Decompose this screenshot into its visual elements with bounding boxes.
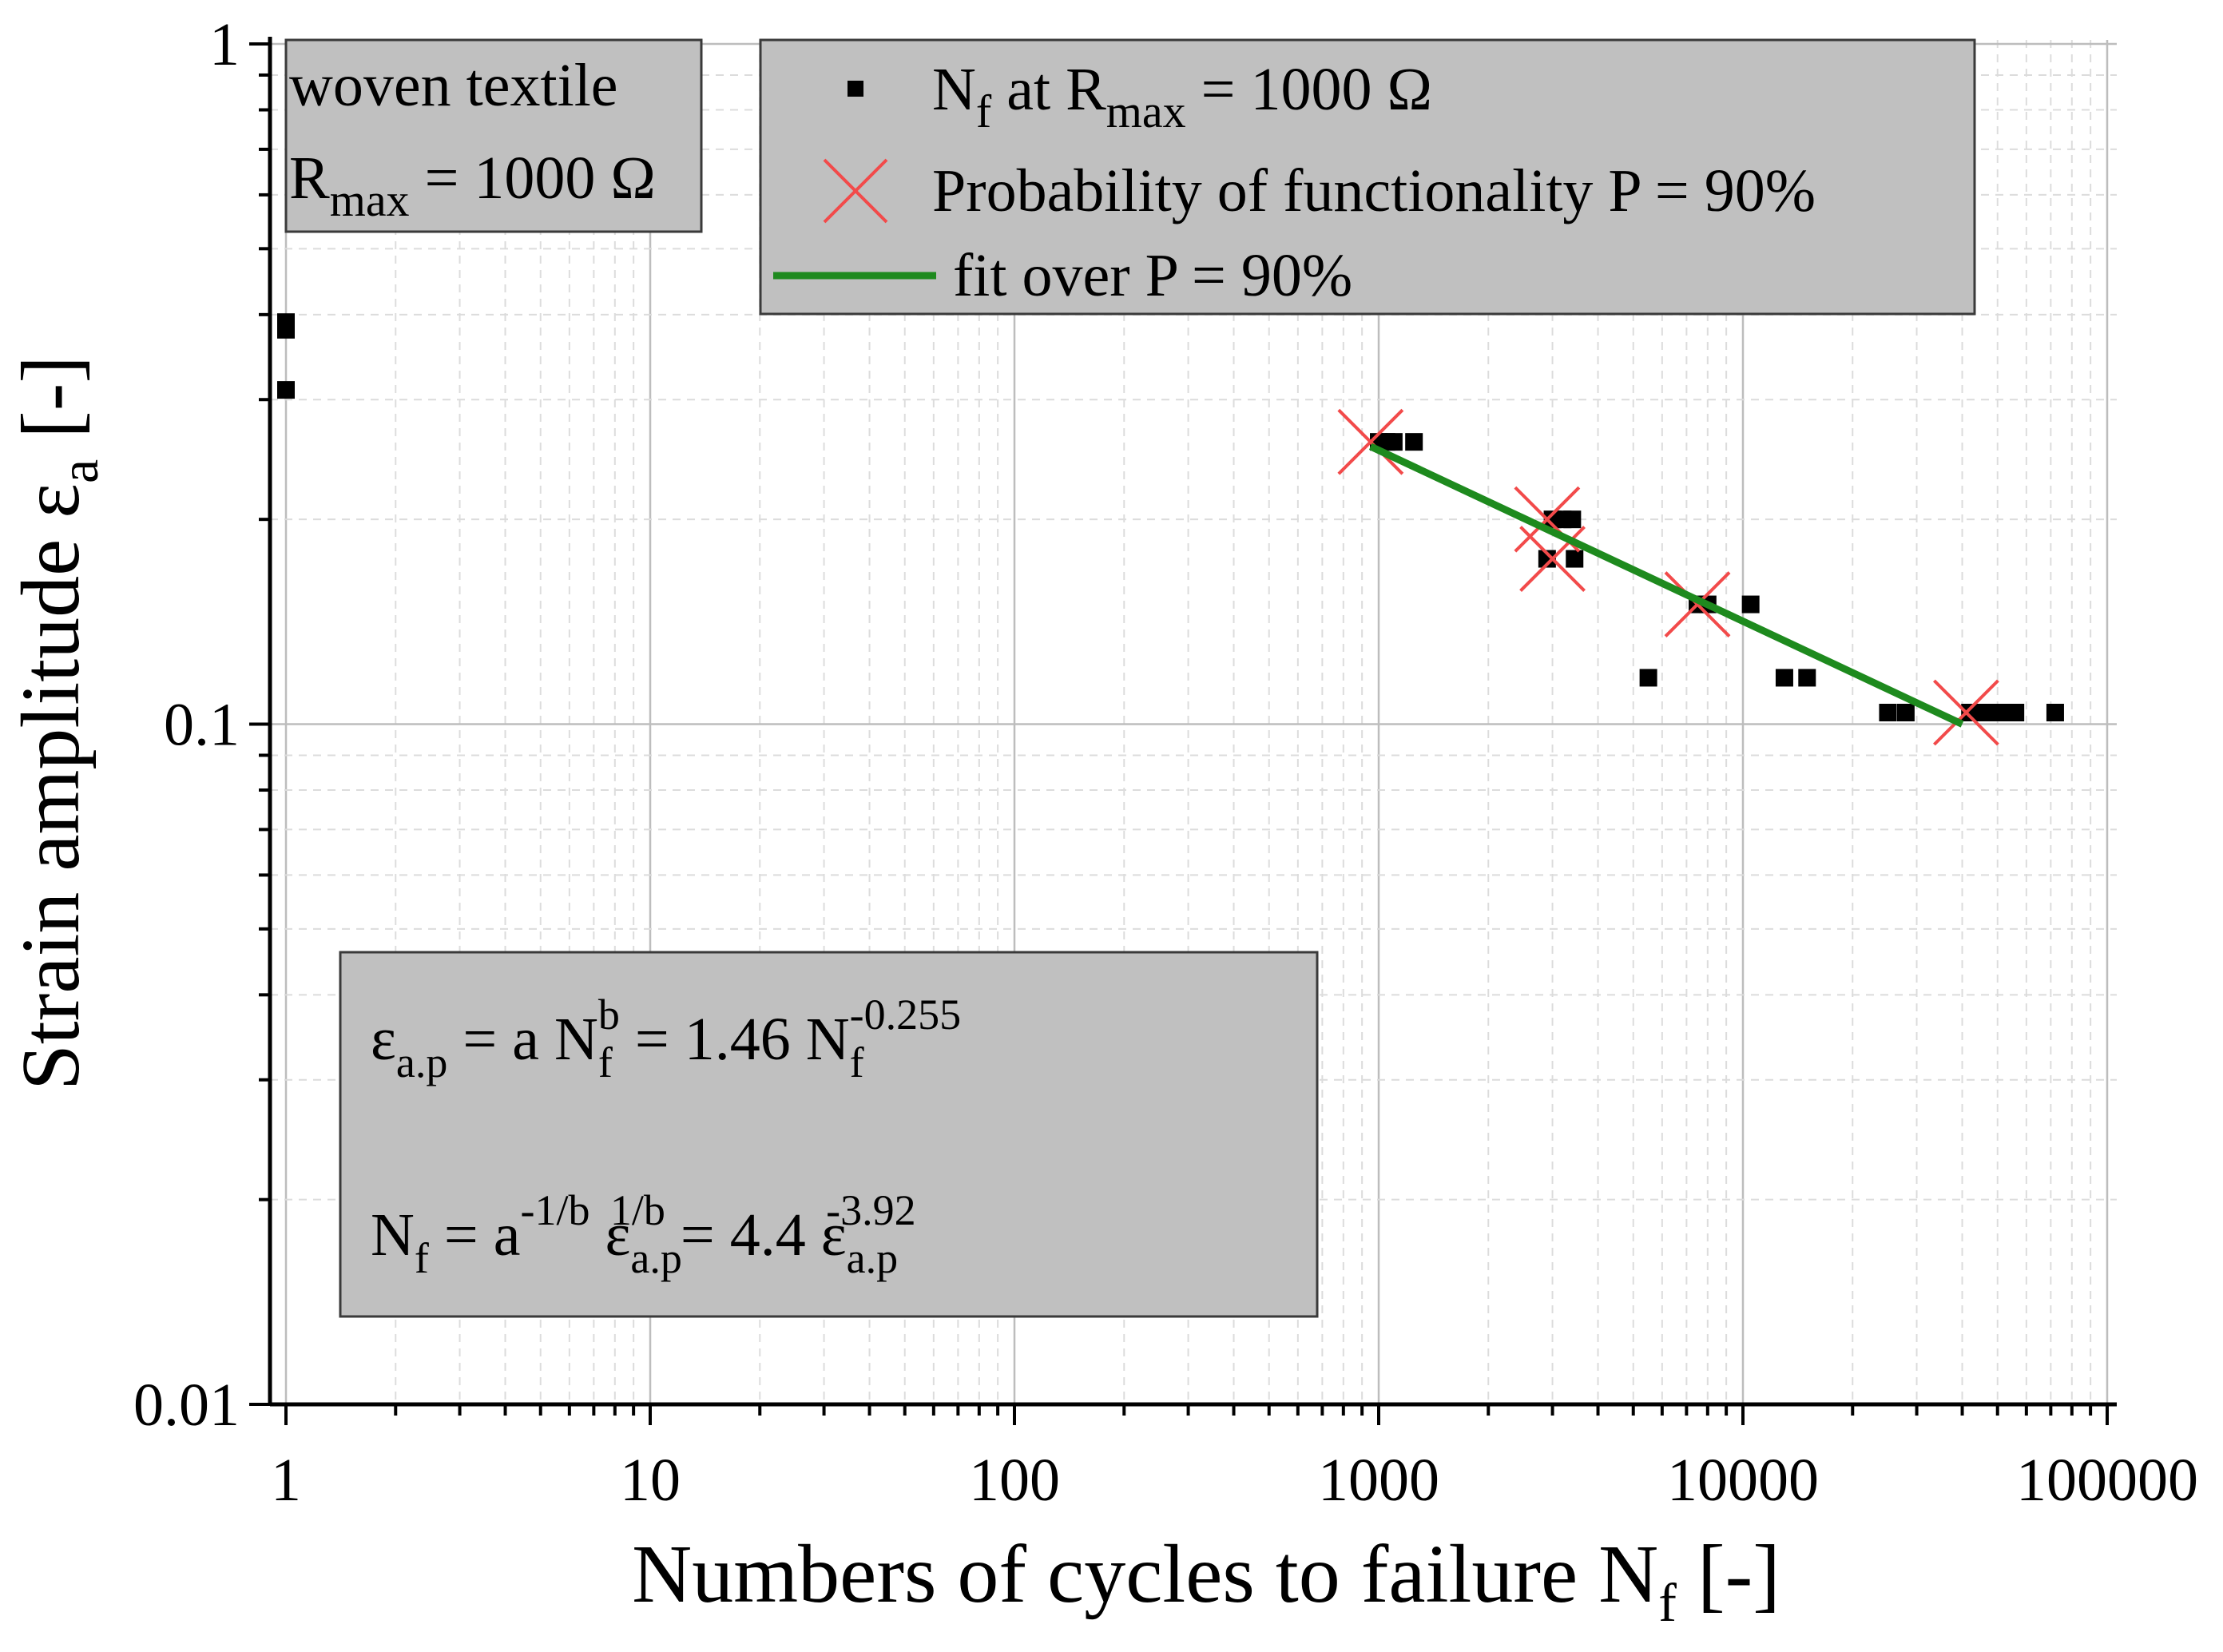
data-point-square — [1775, 669, 1793, 687]
data-point-square — [1798, 669, 1816, 687]
equation-1: εa.p = a Nfb = 1.46 Nf-0.255 — [371, 991, 961, 1086]
eq2-sup3: -3.92 — [826, 1186, 915, 1234]
legend-entry-1: Nf at Rmax = 1000 Ω — [932, 56, 1432, 137]
x-tick-label: 10 — [620, 1447, 681, 1514]
legend: Nf at Rmax = 1000 Ω Probability of funct… — [759, 38, 1976, 316]
textile-r-sub: max — [330, 174, 410, 226]
data-point-square — [1741, 595, 1760, 614]
eq2-sub3: a.p — [847, 1234, 898, 1282]
eq1-sup1: b — [598, 991, 620, 1038]
y-tick-label: 1 — [209, 11, 240, 78]
y-tick-label: 0.1 — [164, 692, 240, 759]
y-axis-title: Strain amplitude εa [-] — [5, 355, 109, 1090]
data-point-x — [1664, 571, 1731, 637]
data-point-square — [1879, 703, 1897, 721]
x-tick-label: 100 — [969, 1447, 1060, 1514]
textile-r-rest: = 1000 Ω — [410, 145, 656, 212]
legend-entry-1-f: f — [976, 85, 992, 137]
data-point-x — [1337, 408, 1404, 475]
legend-entry-1-at-r: at R — [991, 56, 1106, 123]
eq1-lhs: ε — [371, 1006, 396, 1073]
eq2-mid2: ε — [589, 1201, 630, 1269]
legend-entry-1-n: N — [932, 56, 976, 123]
tick-labels: 1 10 100 1000 10000 100000 0.01 0.1 1 — [133, 11, 2198, 1514]
equation-2: Nf = a-1/b εa.p1/b = 4.4 εa.p-3.92 — [371, 1186, 916, 1282]
eq2-mid1: = a — [429, 1201, 521, 1269]
legend-entry-2: Probability of functionality P = 90% — [932, 157, 1816, 224]
legend-entry-1-max: max — [1106, 85, 1186, 137]
data-marks — [277, 313, 2064, 746]
data-point-square — [1405, 433, 1423, 451]
textile-line-1: woven textile — [289, 52, 618, 119]
textile-r-main: R — [289, 145, 330, 212]
eq2-mid3: = 4.4 ε — [665, 1201, 847, 1269]
x-tick-label: 1 — [271, 1447, 301, 1514]
data-point-square — [1538, 550, 1556, 568]
eq1-mid2: = 1.46 N — [620, 1006, 850, 1073]
x-tick-label: 10000 — [1667, 1447, 1819, 1514]
equation-box-background — [339, 951, 1319, 1318]
eq2-sup2: 1/b — [610, 1186, 665, 1234]
eq2-sub2: a.p — [630, 1234, 681, 1282]
data-point-square — [2007, 703, 2025, 721]
data-point-square — [1384, 433, 1403, 451]
y-tick-label: 0.01 — [133, 1372, 240, 1439]
textile-info-box: woven textile Rmax = 1000 Ω — [284, 38, 703, 233]
data-point-square — [1896, 703, 1915, 721]
equation-box: εa.p = a Nfb = 1.46 Nf-0.255 Nf = a-1/b … — [339, 951, 1319, 1318]
legend-background — [759, 38, 1976, 316]
data-point-x — [1933, 679, 1999, 746]
x-tick-label: 1000 — [1318, 1447, 1439, 1514]
data-point-square — [1566, 550, 1584, 568]
eq1-sup2: -0.255 — [850, 991, 961, 1038]
data-point-square — [277, 320, 295, 339]
x-axis-title-sub: f — [1658, 1572, 1677, 1633]
legend-x-marker — [823, 158, 888, 224]
eq2-lhs: N — [371, 1201, 415, 1269]
data-point-square — [1639, 669, 1657, 687]
y-axis-title-main: Strain amplitude ε — [5, 483, 97, 1090]
fit-line — [1368, 443, 1964, 728]
axes — [249, 37, 2117, 1425]
legend-entry-3: fit over P = 90% — [953, 242, 1352, 309]
legend-entry-1-rest: = 1000 Ω — [1186, 56, 1432, 123]
x-axis-title-main: Numbers of cycles to failure N — [632, 1528, 1658, 1620]
legend-square-marker — [848, 81, 863, 97]
data-point-x — [1519, 526, 1586, 592]
textile-line-2: Rmax = 1000 Ω — [289, 145, 656, 226]
data-point-square — [1563, 510, 1582, 529]
data-point-square — [2046, 703, 2064, 721]
data-point-square — [277, 381, 295, 399]
eq1-mid1: = a N — [447, 1006, 597, 1073]
x-axis-title-suffix: [-] — [1677, 1528, 1780, 1620]
x-tick-label: 100000 — [2016, 1447, 2198, 1514]
eq1-sub1: f — [598, 1038, 613, 1086]
eq2-sup1: -1/b — [520, 1186, 589, 1234]
eq1-sub2: f — [850, 1038, 864, 1086]
eq1-lhs-sub: a.p — [396, 1038, 447, 1086]
y-axis-title-suffix: [-] — [5, 355, 97, 459]
textile-box-background — [284, 38, 703, 233]
eq2-lhs-sub: f — [415, 1234, 429, 1282]
y-axis-title-sub: a — [49, 459, 109, 483]
x-axis-title: Numbers of cycles to failure Nf [-] — [632, 1528, 1780, 1633]
